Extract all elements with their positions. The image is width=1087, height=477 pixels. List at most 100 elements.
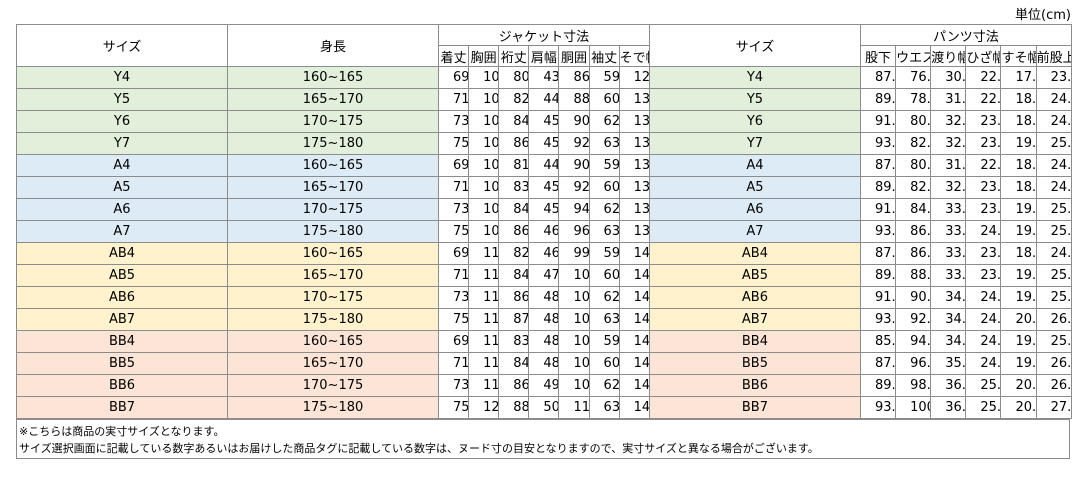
value-cell: 13.2: [618, 176, 650, 199]
value-cell: 62.0: [588, 286, 620, 309]
table-row: AB4160~16569.0110.582.3046.699.559.014.0…: [16, 242, 1073, 265]
value-cell: 19.6: [1000, 352, 1037, 375]
value-cell: 14.2: [618, 264, 650, 287]
header-cell: 肩幅: [528, 45, 560, 67]
value-cell: 25.0: [1035, 132, 1073, 155]
value-cell: 75.0: [437, 308, 470, 331]
notes: ※こちらは商品の実寸サイズとなります。 サイズ選択画面に記載している数字あるいはお…: [16, 419, 1070, 459]
value-cell: 14.0: [618, 330, 650, 353]
table-row: Y5165~17071.0103.082.7044.488.060.513.0Y…: [16, 88, 1073, 111]
value-cell: 112.5: [468, 264, 500, 287]
value-cell: 46.6: [528, 242, 560, 265]
size-cell: AB6: [648, 286, 861, 309]
value-cell: 34.9: [930, 308, 967, 331]
value-cell: 71.0: [437, 264, 470, 287]
value-cell: 116.5: [468, 308, 500, 331]
value-cell: 101.0: [468, 66, 500, 89]
value-cell: 36.1: [930, 374, 967, 397]
size-cell: BB6: [16, 374, 228, 397]
table-row: Y4160~16569.0101.080.8543.786.059.012.8Y…: [16, 66, 1073, 89]
value-cell: 18.6: [1000, 176, 1037, 199]
value-cell: 73.0: [437, 110, 470, 133]
value-cell: 44.4: [528, 88, 560, 111]
value-cell: 71.0: [437, 352, 470, 375]
value-cell: 63.5: [588, 132, 620, 155]
header-cell: ウエスト: [895, 45, 932, 67]
value-cell: 60.5: [588, 88, 620, 111]
value-cell: 48.7: [528, 308, 560, 331]
value-cell: 50.1: [528, 396, 560, 419]
value-cell: 105.5: [558, 308, 590, 331]
table-row: BB7175~18075.0121.588.5550.1111.563.514.…: [16, 396, 1073, 419]
size-cell: Y6: [16, 110, 228, 133]
table-row: AB7175~18075.0116.587.8548.7105.563.514.…: [16, 308, 1073, 331]
value-cell: 82.0: [895, 176, 932, 199]
size-cell: BB4: [16, 330, 228, 353]
size-cell: AB4: [648, 242, 861, 265]
value-cell: 22.0: [965, 66, 1002, 89]
value-cell: 45.0: [528, 176, 560, 199]
value-cell: 81.15: [498, 154, 530, 177]
value-cell: 63.5: [588, 220, 620, 243]
header-cell: 着丈: [437, 45, 470, 67]
size-cell: 160~165: [227, 66, 439, 89]
value-cell: 24.5: [965, 352, 1002, 375]
value-cell: 24.0: [1035, 154, 1073, 177]
value-cell: 73.0: [437, 286, 470, 309]
value-cell: 14.8: [618, 396, 650, 419]
value-cell: 62.0: [588, 110, 620, 133]
table-row: AB6170~17573.0114.586.0048.0103.562.014.…: [16, 286, 1073, 309]
value-cell: 88.0: [558, 88, 590, 111]
value-cell: 93.0: [859, 132, 897, 155]
value-cell: 45.8: [528, 132, 560, 155]
value-cell: 69.0: [437, 154, 470, 177]
value-cell: 25.5: [1035, 220, 1073, 243]
value-cell: 75.0: [437, 132, 470, 155]
value-cell: 107.0: [468, 198, 500, 221]
value-cell: 89.0: [859, 176, 897, 199]
value-cell: 23.5: [1035, 66, 1073, 89]
value-cell: 24.0: [965, 220, 1002, 243]
value-cell: 75.0: [437, 396, 470, 419]
value-cell: 75.0: [437, 220, 470, 243]
header-row: 着丈胸囲裄丈肩幅胴囲袖丈そで幅 股下ウエスト渡り幅ひざ幅すそ幅前股上: [17, 45, 1073, 67]
value-cell: 13.6: [618, 220, 650, 243]
value-cell: 82.70: [498, 88, 530, 111]
size-cell: 170~175: [227, 198, 439, 221]
value-cell: 59.0: [588, 242, 620, 265]
value-cell: 24.5: [1035, 242, 1073, 265]
value-cell: 99.5: [558, 242, 590, 265]
value-cell: 48.0: [528, 330, 560, 353]
value-cell: 98.0: [895, 374, 932, 397]
size-cell: AB7: [16, 308, 228, 331]
size-cell: 175~180: [227, 396, 439, 419]
value-cell: 73.0: [437, 198, 470, 221]
value-cell: 32.7: [930, 132, 967, 155]
table-row: A4160~16569.0103.081.1544.390.059.013.0A…: [16, 154, 1073, 177]
value-cell: 23.5: [965, 198, 1002, 221]
value-cell: 24.0: [965, 286, 1002, 309]
value-cell: 84.0: [895, 198, 932, 221]
value-cell: 45.7: [528, 198, 560, 221]
value-cell: 20.1: [1000, 308, 1037, 331]
value-cell: 100.0: [895, 396, 932, 419]
size-cell: A7: [16, 220, 228, 243]
size-cell: A5: [648, 176, 861, 199]
value-cell: 19.1: [1000, 198, 1037, 221]
value-cell: 90.0: [895, 286, 932, 309]
value-cell: 80.0: [895, 110, 932, 133]
value-cell: 87.0: [859, 242, 897, 265]
header-cell: ジャケット寸法: [438, 24, 650, 46]
value-cell: 114.5: [468, 286, 500, 309]
value-cell: 19.6: [1000, 220, 1037, 243]
value-cell: 25.0: [965, 374, 1002, 397]
value-cell: 60.5: [588, 264, 620, 287]
size-cell: 165~170: [227, 264, 439, 287]
value-cell: 13.0: [618, 88, 650, 111]
value-cell: 115.5: [468, 330, 500, 353]
value-cell: 36.7: [930, 396, 967, 419]
size-cell: Y7: [648, 132, 861, 155]
size-cell: Y5: [16, 88, 228, 111]
value-cell: 59.0: [588, 154, 620, 177]
